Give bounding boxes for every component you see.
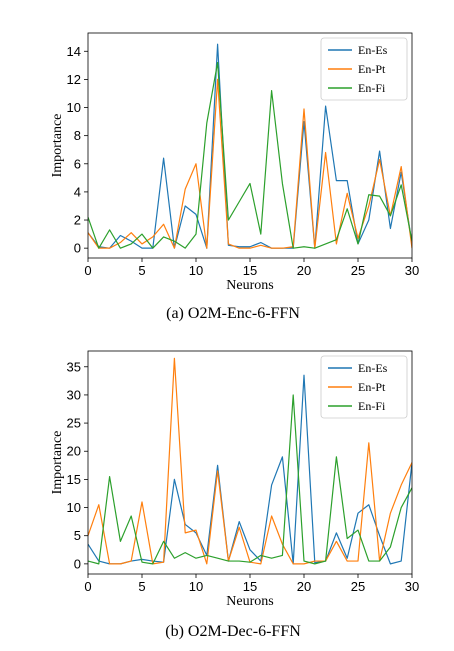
caption-a: (a) O2M-Enc-6-FFN (166, 305, 300, 322)
chart-enc-6-ffn: 0 5 10 15 20 25 30 0 2 4 6 8 10 12 14 Neurons Importance… (50, 32, 419, 293)
legend-label-en-pt: En-Pt (358, 380, 386, 394)
legend-box (320, 355, 408, 419)
x-tick-label: 15 (243, 263, 257, 278)
y-tick-label: 0 (74, 241, 81, 256)
y-tick-label: 4 (74, 184, 81, 199)
y-tick-label: 2 (74, 213, 81, 228)
legend-label-en-es: En-Es (358, 361, 388, 375)
legend-label-en-fi: En-Fi (358, 81, 386, 95)
x-tick-label: 5 (138, 263, 145, 278)
series-group (88, 357, 412, 565)
legend-label-en-pt: En-Pt (358, 62, 386, 76)
y-tick-label: 15 (67, 472, 81, 487)
x-tick-label: 30 (405, 263, 419, 278)
x-tick-label: 25 (351, 579, 365, 594)
y-tick-label: 14 (67, 44, 81, 59)
series-line-en-fi (88, 394, 412, 565)
legend-box (320, 37, 408, 101)
x-tick-label: 15 (243, 579, 257, 594)
y-tick-label: 6 (74, 156, 81, 171)
caption-b: (b) O2M-Dec-6-FFN (165, 623, 301, 640)
series-line-en-pt (88, 78, 412, 249)
legend-label-en-fi: En-Fi (358, 399, 386, 413)
x-tick-label: 0 (84, 579, 91, 594)
y-tick-label: 25 (67, 416, 81, 431)
y-tick-label: 8 (74, 128, 81, 143)
x-tick-label: 20 (297, 579, 311, 594)
x-tick-label: 30 (405, 579, 419, 594)
x-tick-label: 25 (351, 263, 365, 278)
x-tick-label: 10 (189, 579, 203, 594)
y-tick-label: 10 (67, 500, 81, 515)
y-tick-label: 20 (67, 444, 81, 459)
y-axis-label: Importance (50, 431, 65, 495)
y-tick-label: 0 (74, 556, 81, 571)
y-tick-label: 10 (67, 100, 81, 115)
x-axis-label: Neurons (226, 594, 273, 609)
x-axis-label: Neurons (226, 278, 273, 293)
series-line-en-es (88, 374, 412, 565)
x-tick-label: 20 (297, 263, 311, 278)
series-group (88, 43, 412, 249)
x-tick-label: 10 (189, 263, 203, 278)
y-tick-label: 30 (67, 387, 81, 402)
series-line-en-fi (88, 61, 412, 249)
y-axis-label: Importance (50, 114, 65, 178)
x-tick-label: 5 (138, 579, 145, 594)
legend-label-en-es: En-Es (358, 43, 388, 57)
y-tick-label: 12 (67, 72, 81, 87)
x-tick-label: 0 (84, 263, 91, 278)
y-tick-label: 5 (74, 528, 81, 543)
y-tick-label: 35 (67, 359, 81, 374)
chart-dec-6-ffn: 0 5 10 15 20 25 30 0 5 10 15 20 25 30 35 Neurons Importa… (50, 350, 419, 609)
